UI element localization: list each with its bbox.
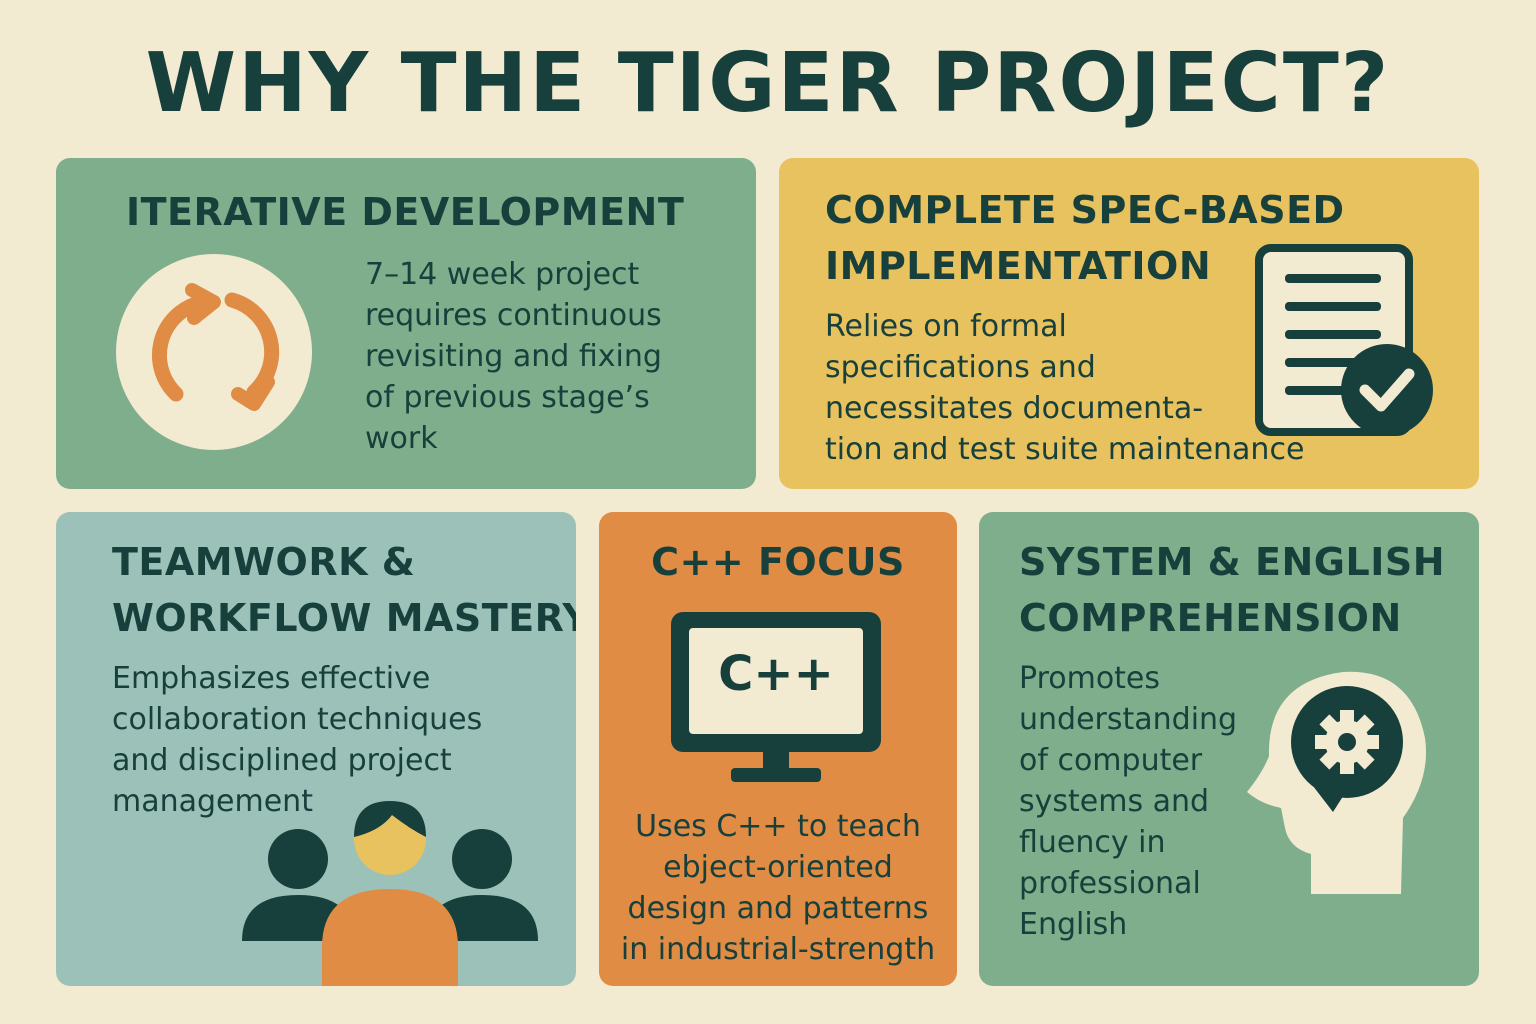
body-line: design and patterns xyxy=(627,891,929,926)
heading-line: IMPLEMENTATION xyxy=(825,244,1212,288)
body-line: collaboration techniques xyxy=(112,702,483,737)
heading-line: C++ FOCUS xyxy=(651,540,905,584)
card-iterative-development: ITERATIVE DEVELOPMENT 7–14 week project … xyxy=(56,158,756,489)
body-line: systems and xyxy=(1019,784,1210,819)
card-body: Promotes understanding of computer syste… xyxy=(1019,658,1237,945)
card-body: 7–14 week project requires continuous re… xyxy=(365,254,662,459)
card-heading: SYSTEM & ENGLISH COMPREHENSION xyxy=(1019,534,1445,646)
monitor-icon xyxy=(671,612,881,782)
card-spec-based-implementation: COMPLETE SPEC-BASED IMPLEMENTATION Relie… xyxy=(779,158,1479,489)
body-line: work xyxy=(365,421,438,456)
body-line: Uses C++ to teach xyxy=(635,809,921,844)
body-line: of previous stage’s xyxy=(365,380,650,415)
body-line: ebject-oriented xyxy=(663,850,893,885)
card-body: Relies on formal specifications and nece… xyxy=(825,306,1304,470)
heading-line: SYSTEM & ENGLISH xyxy=(1019,540,1446,584)
body-line: Relies on formal xyxy=(825,309,1067,344)
page-title: WHY THE TIGER PROJECT? xyxy=(145,36,1391,131)
body-line: Emphasizes effective xyxy=(112,661,431,696)
card-heading: C++ FOCUS xyxy=(599,534,957,590)
document-check-icon xyxy=(1255,244,1433,436)
body-line: revisiting and fixing xyxy=(365,339,662,374)
heading-line: ITERATIVE DEVELOPMENT xyxy=(126,190,685,234)
card-heading: ITERATIVE DEVELOPMENT xyxy=(126,184,684,240)
body-line: professional xyxy=(1019,866,1201,901)
body-line: and disciplined project xyxy=(112,743,452,778)
heading-line: COMPLETE SPEC-BASED xyxy=(825,188,1345,232)
card-heading: COMPLETE SPEC-BASED IMPLEMENTATION xyxy=(825,182,1345,294)
heading-line: WORKFLOW MASTERY xyxy=(112,596,576,640)
body-line: fluency in xyxy=(1019,825,1166,860)
card-body: Emphasizes effective collaboration techn… xyxy=(112,658,482,822)
body-line: of computer xyxy=(1019,743,1203,778)
card-teamwork-workflow: TEAMWORK & WORKFLOW MASTERY Emphasizes e… xyxy=(56,512,576,986)
body-line: management xyxy=(112,784,313,819)
body-line: understanding xyxy=(1019,702,1238,737)
card-heading: TEAMWORK & WORKFLOW MASTERY xyxy=(112,534,576,646)
head-gear-icon xyxy=(1247,671,1427,894)
heading-line: TEAMWORK & xyxy=(112,540,416,584)
card-cpp-focus: C++ FOCUS C++ Uses C++ to teach ebject-o… xyxy=(599,512,957,986)
team-people-icon xyxy=(242,801,538,986)
body-line: English xyxy=(1019,907,1128,942)
body-line: specifications and xyxy=(825,350,1096,385)
refresh-cycle-icon xyxy=(116,254,312,450)
body-line: Promotes xyxy=(1019,661,1161,696)
heading-line: COMPREHENSION xyxy=(1019,596,1402,640)
card-body: Uses C++ to teach ebject-oriented design… xyxy=(599,806,957,970)
card-system-english: SYSTEM & ENGLISH COMPREHENSION Promotes … xyxy=(979,512,1479,986)
monitor-text: C++ xyxy=(718,646,834,702)
body-line: necessitates documenta- xyxy=(825,391,1204,426)
body-line: in industrial-strength xyxy=(620,932,936,967)
body-line: tion and test suite maintenance xyxy=(825,432,1305,467)
body-line: requires continuous xyxy=(365,298,662,333)
body-line: 7–14 week project xyxy=(365,257,640,292)
